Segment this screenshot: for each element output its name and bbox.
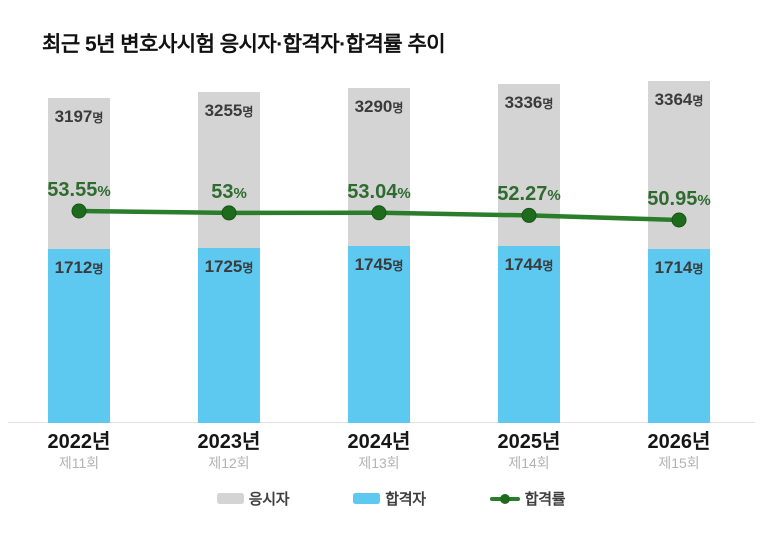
pass-rate-value: 53 bbox=[211, 180, 234, 203]
applicants-unit: 명 bbox=[692, 94, 704, 108]
category-label: 2022년 제11회 bbox=[48, 430, 111, 472]
passers-swatch-icon bbox=[353, 493, 381, 504]
round-label: 제14회 bbox=[508, 455, 550, 471]
pass-rate-label: 50.95% bbox=[647, 187, 710, 213]
passers-bar bbox=[498, 246, 560, 423]
legend-item-rate: 합격률 bbox=[489, 488, 566, 509]
pass-rate-unit: % bbox=[547, 187, 561, 205]
year-label: 2025년 bbox=[497, 431, 561, 453]
applicants-unit: 명 bbox=[392, 101, 404, 115]
applicants-unit: 명 bbox=[92, 111, 104, 125]
passers-value-label: 1725명 bbox=[205, 257, 254, 278]
legend-label-applicants: 응시자 bbox=[248, 491, 290, 508]
applicants-value-label: 3255명 bbox=[205, 101, 254, 122]
pass-rate-unit: % bbox=[697, 191, 711, 209]
passers-unit: 명 bbox=[242, 261, 254, 275]
year-label: 2023년 bbox=[197, 431, 261, 453]
passers-bar bbox=[198, 248, 260, 423]
applicants-value: 3364 bbox=[654, 90, 693, 109]
pass-rate-unit: % bbox=[397, 184, 411, 202]
passers-unit: 명 bbox=[542, 259, 554, 273]
passers-value: 1714 bbox=[654, 258, 693, 277]
passers-unit: 명 bbox=[92, 262, 104, 276]
passers-value: 1712 bbox=[54, 258, 93, 277]
legend-item-passers: 합격자 bbox=[353, 488, 426, 509]
passers-bar bbox=[648, 249, 710, 423]
applicants-value: 3336 bbox=[504, 93, 543, 112]
passers-value-label: 1745명 bbox=[355, 255, 404, 276]
pass-rate-line-swatch-icon bbox=[489, 493, 520, 504]
chart-title: 최근 5년 변호사시험 응시자·합격자·합격률 추이 bbox=[42, 33, 446, 56]
pass-rate-label: 52.27% bbox=[497, 182, 560, 208]
category-label: 2026년 제15회 bbox=[648, 430, 711, 472]
pass-rate-value: 53.04 bbox=[347, 180, 398, 203]
applicants-value-label: 3197명 bbox=[55, 107, 104, 128]
applicants-value-label: 3364명 bbox=[655, 90, 704, 111]
pass-rate-value: 50.95 bbox=[647, 187, 698, 210]
passers-value: 1745 bbox=[354, 255, 393, 274]
pass-rate-label: 53.04% bbox=[347, 180, 410, 206]
applicants-unit: 명 bbox=[242, 105, 254, 119]
pass-rate-dot-icon bbox=[499, 493, 510, 504]
passers-value: 1744 bbox=[504, 255, 543, 274]
legend: 응시자 합격자 합격률 bbox=[0, 488, 782, 509]
applicants-unit: 명 bbox=[542, 97, 554, 111]
applicants-value-label: 3290명 bbox=[355, 97, 404, 118]
legend-label-rate: 합격률 bbox=[524, 491, 566, 508]
pass-rate-value: 52.27 bbox=[497, 183, 548, 206]
legend-label-passers: 합격자 bbox=[385, 491, 426, 508]
category-label: 2025년 제14회 bbox=[498, 430, 561, 472]
legend-item-applicants: 응시자 bbox=[216, 488, 290, 509]
round-label: 제11회 bbox=[58, 455, 100, 471]
passers-value: 1725 bbox=[204, 257, 243, 276]
passers-value-label: 1712명 bbox=[55, 258, 104, 279]
applicants-value-label: 3336명 bbox=[505, 93, 554, 114]
year-label: 2026년 bbox=[647, 431, 711, 453]
passers-value-label: 1744명 bbox=[505, 255, 554, 276]
year-label: 2024년 bbox=[347, 431, 411, 453]
category-label: 2024년 제13회 bbox=[348, 430, 411, 472]
year-label: 2022년 bbox=[47, 431, 111, 453]
passers-unit: 명 bbox=[392, 259, 404, 273]
round-label: 제13회 bbox=[358, 455, 400, 471]
passers-bar bbox=[48, 249, 110, 423]
passers-bar bbox=[348, 246, 410, 423]
passers-unit: 명 bbox=[692, 262, 704, 276]
pass-rate-label: 53.55% bbox=[47, 178, 110, 204]
pass-rate-unit: % bbox=[97, 183, 111, 200]
category-label: 2023년 제12회 bbox=[198, 430, 261, 472]
applicants-value: 3290 bbox=[354, 97, 393, 116]
round-label: 제12회 bbox=[208, 455, 250, 471]
applicants-value: 3197 bbox=[54, 107, 93, 126]
passers-value-label: 1714명 bbox=[655, 258, 704, 279]
pass-rate-unit: % bbox=[233, 184, 247, 202]
round-label: 제15회 bbox=[658, 455, 700, 471]
pass-rate-label: 53% bbox=[211, 180, 247, 206]
applicants-value: 3255 bbox=[204, 101, 243, 120]
pass-rate-value: 53.55 bbox=[47, 179, 98, 201]
applicants-swatch-icon bbox=[216, 493, 244, 504]
